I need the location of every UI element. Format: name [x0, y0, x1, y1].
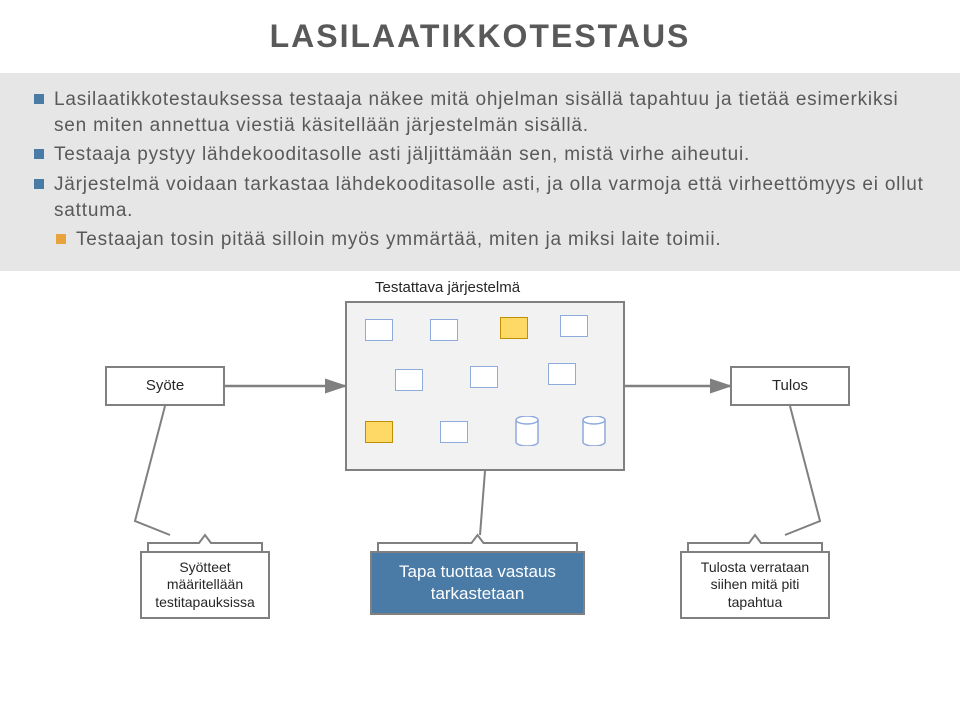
bullet-text: Testaajan tosin pitää silloin myös ymmär…: [76, 227, 722, 253]
bullet-item: Lasilaatikkotestauksessa testaaja näkee …: [34, 87, 932, 138]
page-title: LASILAATIKKOTESTAUS: [0, 0, 960, 65]
callout-input: Syötteetmääritellääntestitapauksissa: [140, 551, 270, 620]
bullet-text: Lasilaatikkotestauksessa testaaja näkee …: [54, 87, 932, 138]
mini-node: [470, 366, 498, 388]
bullet-item: Testaaja pystyy lähdekooditasolle asti j…: [34, 142, 932, 168]
input-box: Syöte: [105, 366, 225, 406]
mini-node: [365, 421, 393, 443]
bullet-item: Testaajan tosin pitää silloin myös ymmär…: [56, 227, 932, 253]
bullet-text: Testaaja pystyy lähdekooditasolle asti j…: [54, 142, 750, 168]
output-box: Tulos: [730, 366, 850, 406]
mini-node: [548, 363, 576, 385]
cylinder-icon: [582, 416, 606, 446]
mini-node: [560, 315, 588, 337]
bullet-square-icon: [34, 149, 44, 159]
bullet-item: Järjestelmä voidaan tarkastaa lähdekoodi…: [34, 172, 932, 223]
diagram: Testattava järjestelmä Syöte Tulos Syötteet…: [0, 271, 960, 651]
mini-node: [365, 319, 393, 341]
bullet-text: Järjestelmä voidaan tarkastaa lähdekoodi…: [54, 172, 932, 223]
mini-node: [440, 421, 468, 443]
bullet-square-icon: [56, 234, 66, 244]
cylinder-icon: [515, 416, 539, 446]
mini-node: [430, 319, 458, 341]
bullet-square-icon: [34, 179, 44, 189]
callout-output: Tulosta verrataansiihen mitä pititapahtu…: [680, 551, 830, 620]
bullet-square-icon: [34, 94, 44, 104]
bullet-list: Lasilaatikkotestauksessa testaaja näkee …: [0, 73, 960, 271]
mini-node: [500, 317, 528, 339]
system-label: Testattava järjestelmä: [375, 279, 520, 296]
callout-highlight: Tapa tuottaa vastaustarkastetaan: [370, 551, 585, 615]
mini-node: [395, 369, 423, 391]
